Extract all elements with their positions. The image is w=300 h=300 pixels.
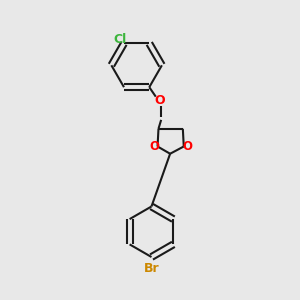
Text: O: O xyxy=(149,140,159,153)
Text: O: O xyxy=(182,140,192,153)
Text: Br: Br xyxy=(144,262,159,275)
Text: O: O xyxy=(154,94,165,107)
Text: Cl: Cl xyxy=(114,33,127,46)
